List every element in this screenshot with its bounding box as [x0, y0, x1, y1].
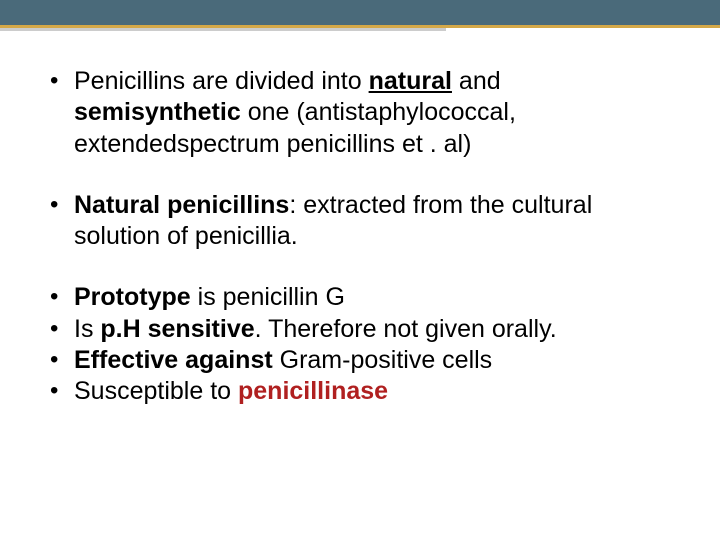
text-effective: Effective against: [74, 346, 273, 374]
text-prototype: Prototype: [74, 283, 191, 311]
text-semisynthetic: semisynthetic: [74, 98, 241, 126]
text-penicillinase: penicillinase: [238, 377, 388, 405]
bullet-item-natural: Natural penicillins: extracted from the …: [48, 190, 672, 253]
bullet-item-effective: Effective against Gram-positive cells: [48, 345, 672, 376]
text-natural-penicillins: Natural penicillins: [74, 191, 289, 219]
bullet-item-intro: Penicillins are divided into natural and…: [48, 66, 672, 160]
text-ph-sensitive: p.H sensitive: [100, 315, 254, 343]
bullet-item-susceptible: Susceptible to penicillinase: [48, 376, 672, 407]
slide-content: Penicillins are divided into natural and…: [0, 28, 720, 407]
text-run: Penicillins are divided into: [74, 67, 369, 95]
text-run: Gram-positive cells: [273, 346, 493, 374]
bullet-item-ph: Is p.H sensitive. Therefore not given or…: [48, 314, 672, 345]
text-run: Susceptible to: [74, 377, 238, 405]
text-run: and: [452, 67, 501, 95]
text-run: Is: [74, 315, 100, 343]
text-run: is penicillin G: [191, 283, 345, 311]
bullet-item-prototype: Prototype is penicillin G: [48, 282, 672, 313]
bullet-group-1: Penicillins are divided into natural and…: [48, 66, 672, 252]
text-run: . Therefore not given orally.: [255, 315, 557, 343]
slide-top-banner: [0, 0, 720, 28]
bullet-group-2: Prototype is penicillin G Is p.H sensiti…: [48, 282, 672, 407]
text-natural: natural: [369, 67, 452, 95]
